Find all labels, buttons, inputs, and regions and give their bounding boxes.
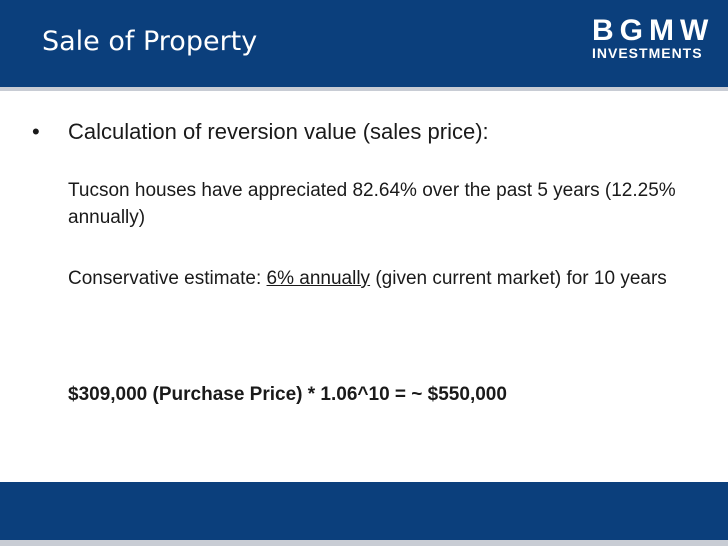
header-divider bbox=[0, 87, 728, 91]
appreciation-paragraph: Tucson houses have appreciated 82.64% ov… bbox=[68, 180, 676, 228]
bullet-icon: • bbox=[32, 119, 40, 144]
company-logo: BGMW INVESTMENTS bbox=[592, 14, 715, 62]
header-bar: Sale of Property BGMW INVESTMENTS bbox=[0, 0, 728, 87]
estimate-paragraph: Conservative estimate: 6% annually (give… bbox=[68, 265, 708, 292]
formula-line: $309,000 (Purchase Price) * 1.06^10 = ~ … bbox=[68, 384, 507, 405]
estimate-tail-text: (given current market) for 10 years bbox=[370, 268, 667, 289]
logo-wordmark: BGMW bbox=[592, 14, 715, 47]
footer-bar bbox=[0, 482, 728, 540]
slide-title: Sale of Property bbox=[42, 26, 258, 57]
estimate-lead-text: Conservative estimate: bbox=[68, 268, 267, 289]
logo-subtitle: INVESTMENTS bbox=[592, 45, 703, 61]
estimate-rate: 6% annually bbox=[266, 268, 371, 289]
footer-divider bbox=[0, 540, 728, 546]
bullet-text: Calculation of reversion value (sales pr… bbox=[68, 119, 489, 144]
bullet-item: • Calculation of reversion value (sales p… bbox=[32, 117, 712, 147]
